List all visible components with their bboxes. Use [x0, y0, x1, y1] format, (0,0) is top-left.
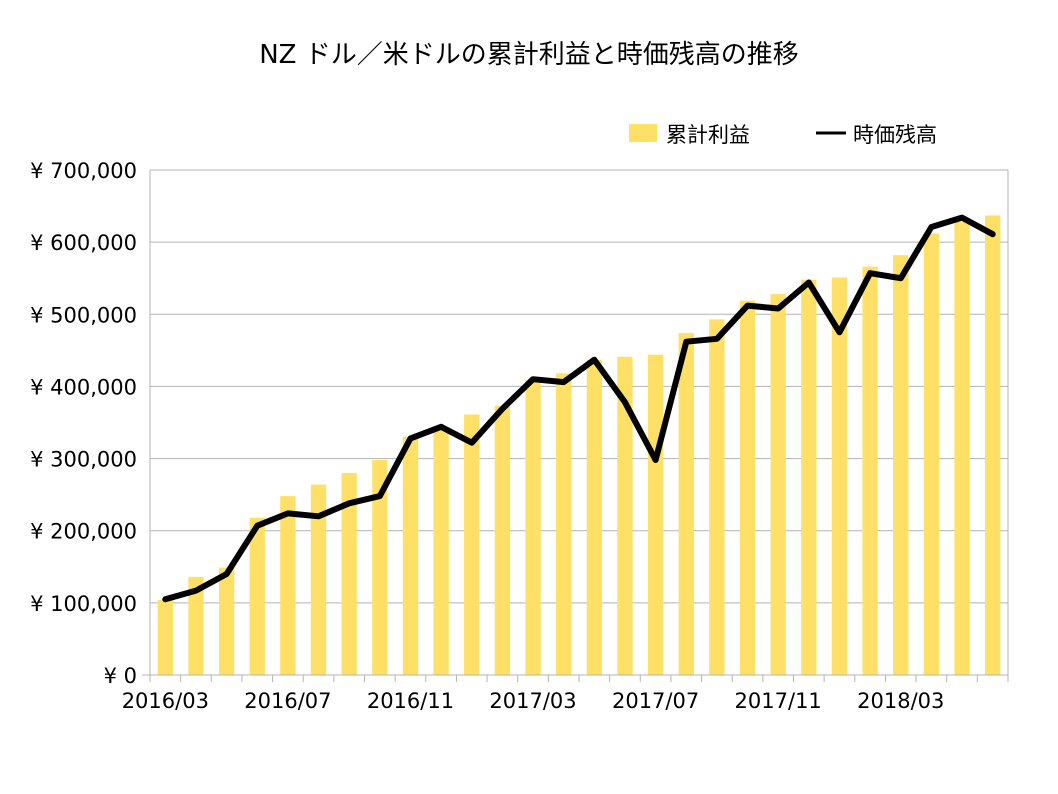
legend-label-bar: 累計利益 — [666, 123, 750, 147]
y-tick-label: ¥ 700,000 — [30, 159, 137, 183]
grid — [150, 169, 1008, 676]
bar — [739, 300, 756, 675]
bar — [402, 436, 419, 675]
bar — [310, 484, 327, 675]
bar — [923, 233, 940, 675]
chart-title: NZ ドル／米ドルの累計利益と時価残高の推移 — [259, 40, 799, 70]
legend-swatch-bar — [629, 124, 657, 142]
y-tick-label: ¥ 200,000 — [30, 520, 137, 544]
bar — [157, 599, 173, 675]
x-axis-labels: 2016/03 2016/07 2016/11 2017/03 2017/07 2017/… — [122, 689, 945, 713]
line-series-path — [162, 214, 996, 603]
y-tick-label: ¥ 300,000 — [30, 448, 137, 472]
axes — [142, 170, 1009, 682]
bar — [862, 266, 878, 675]
bar — [188, 576, 204, 675]
y-tick-label: ¥ 0 — [104, 664, 137, 688]
x-tick-label: 2016/07 — [244, 689, 331, 713]
bar — [218, 567, 235, 675]
bars — [157, 215, 1001, 675]
x-tick-label: 2018/03 — [857, 689, 944, 713]
bar — [494, 405, 511, 675]
y-axis-labels: ¥ 0 ¥ 100,000 ¥ 200,000 ¥ 300,000 ¥ 400,000 ¥… — [30, 159, 137, 688]
y-tick-label: ¥ 600,000 — [30, 231, 137, 255]
line-series — [162, 214, 996, 603]
bar — [433, 430, 449, 675]
bar — [372, 460, 388, 675]
bar — [280, 496, 296, 675]
bar — [801, 279, 817, 675]
bar — [249, 517, 265, 675]
x-tick-label: 2016/11 — [367, 689, 454, 713]
y-tick-label: ¥ 500,000 — [30, 303, 137, 327]
bar — [525, 379, 541, 675]
bar — [647, 354, 664, 675]
x-tick-label: 2016/03 — [122, 689, 209, 713]
legend-label-line: 時価残高 — [853, 123, 937, 147]
y-tick-label: ¥ 100,000 — [30, 592, 137, 616]
bar — [770, 294, 786, 675]
bar — [893, 255, 909, 675]
bar — [831, 277, 848, 675]
bar — [954, 221, 970, 675]
x-tick-label: 2017/07 — [612, 689, 699, 713]
x-tick-label: 2017/03 — [489, 689, 576, 713]
bar — [709, 319, 725, 675]
legend: 累計利益 時価残高 — [629, 123, 937, 147]
bar — [678, 333, 694, 675]
bar — [464, 414, 480, 675]
y-tick-label: ¥ 400,000 — [30, 375, 137, 399]
bar — [985, 215, 1001, 675]
bar — [617, 356, 633, 675]
x-tick-label: 2017/11 — [735, 689, 822, 713]
bar — [586, 359, 602, 675]
bar — [556, 373, 572, 675]
bar — [341, 473, 357, 675]
